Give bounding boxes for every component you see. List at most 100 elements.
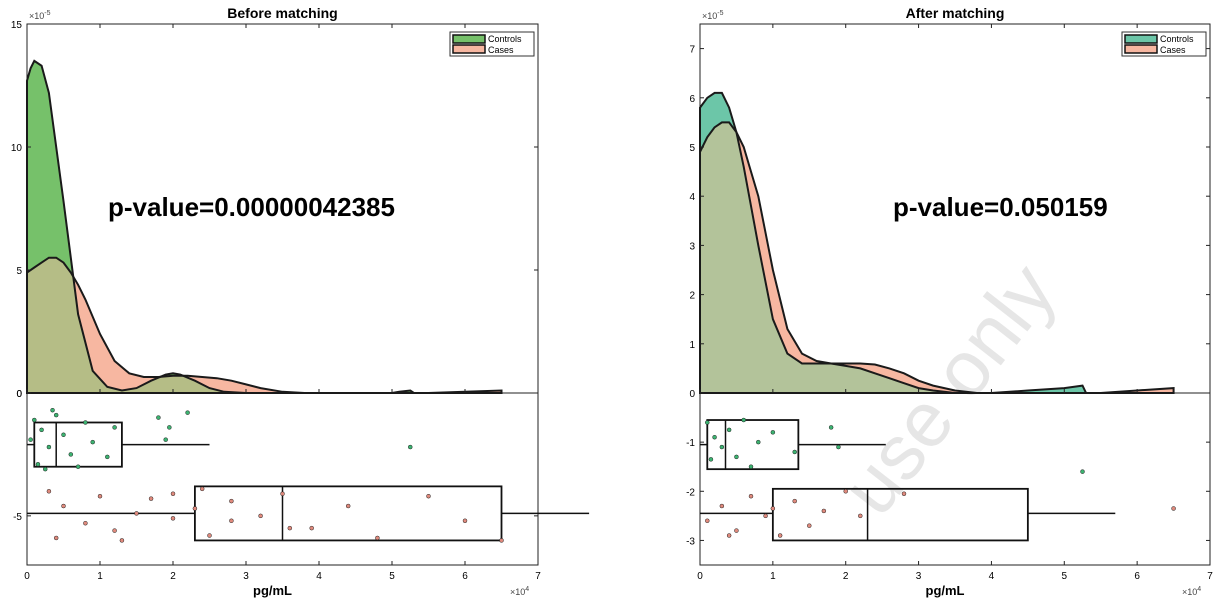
x-tick-label: 1 bbox=[97, 571, 103, 582]
box-controls bbox=[33, 421, 123, 468]
data-point-controls bbox=[105, 454, 110, 460]
x-tick-label: 5 bbox=[389, 571, 395, 582]
y-tick-label: 3 bbox=[689, 241, 695, 252]
y-tick-label: 5 bbox=[689, 143, 695, 154]
x-tick-label: 7 bbox=[1207, 571, 1213, 582]
data-point-cases bbox=[148, 496, 154, 501]
box-y-tick-label: -1 bbox=[686, 438, 695, 449]
x-axis-label: pg/mL bbox=[253, 583, 292, 598]
data-point-controls bbox=[46, 444, 52, 450]
legend-label-controls: Controls bbox=[1160, 34, 1194, 44]
density-line-controls bbox=[699, 91, 1174, 394]
data-point-cases bbox=[462, 518, 468, 524]
data-point-cases bbox=[280, 491, 285, 496]
data-point-controls bbox=[28, 437, 33, 442]
x-tick-label: 3 bbox=[916, 571, 922, 582]
y-exponent-power: -5 bbox=[44, 10, 50, 17]
box-controls bbox=[706, 419, 800, 471]
density-area-overlap bbox=[27, 257, 502, 393]
x-tick-label: 4 bbox=[316, 571, 322, 582]
data-point-cases bbox=[46, 489, 52, 494]
box-cases bbox=[771, 487, 1029, 542]
data-point-cases bbox=[901, 491, 907, 496]
box-y-tick-label: -5 bbox=[13, 512, 22, 523]
data-point-controls bbox=[792, 449, 797, 455]
data-point-controls bbox=[90, 439, 95, 445]
data-point-controls bbox=[61, 432, 66, 438]
data-point-cases bbox=[763, 513, 768, 519]
density-area-overlap bbox=[700, 122, 1174, 394]
data-point-cases bbox=[170, 516, 176, 521]
box-y-tick-label: 0 bbox=[16, 389, 22, 400]
data-point-cases bbox=[734, 528, 739, 533]
chart-title: After matching bbox=[906, 5, 1005, 21]
data-point-controls bbox=[408, 444, 413, 450]
data-point-cases bbox=[258, 513, 263, 519]
y-tick-label: 1 bbox=[689, 340, 695, 351]
density-line-controls bbox=[26, 59, 502, 394]
y-exponent-label: ×10-5 bbox=[702, 10, 724, 21]
data-point-controls bbox=[719, 444, 725, 450]
data-point-controls bbox=[705, 420, 710, 425]
data-point-cases bbox=[375, 535, 380, 541]
x-exponent-power: 4 bbox=[1197, 586, 1201, 593]
y-tick-label: 7 bbox=[689, 45, 695, 56]
data-point-controls bbox=[68, 452, 74, 457]
x-tick-label: 6 bbox=[462, 571, 468, 582]
data-point-controls bbox=[770, 430, 776, 435]
y-tick-label: 5 bbox=[16, 266, 22, 277]
data-point-controls bbox=[163, 437, 168, 442]
data-point-controls bbox=[39, 427, 44, 433]
data-point-cases bbox=[287, 525, 293, 531]
data-point-controls bbox=[828, 425, 834, 430]
box-y-tick-label: -3 bbox=[686, 536, 695, 547]
data-point-controls bbox=[748, 464, 754, 469]
x-tick-label: 7 bbox=[535, 571, 541, 582]
chart-panel-2: After matching 0 1 2 3 4 5 6 7 ×10-5 -1 -2 -3 0 1 2 3 4 5 6… bbox=[686, 5, 1213, 598]
data-point-cases bbox=[97, 493, 103, 499]
y-tick-label: 4 bbox=[689, 192, 695, 203]
data-point-cases bbox=[229, 518, 234, 524]
x-tick-label: 2 bbox=[843, 571, 849, 582]
data-point-cases bbox=[426, 493, 431, 499]
data-point-controls bbox=[756, 439, 761, 445]
y-tick-label: 0 bbox=[689, 389, 695, 400]
data-point-cases bbox=[170, 491, 176, 496]
data-point-controls bbox=[83, 420, 88, 425]
data-point-cases bbox=[1171, 506, 1176, 511]
x-tick-label: 5 bbox=[1062, 571, 1068, 582]
legend-swatch-cases bbox=[452, 44, 486, 54]
data-point-cases bbox=[345, 503, 351, 509]
chart-title: Before matching bbox=[227, 5, 337, 21]
data-point-controls bbox=[712, 434, 717, 440]
x-tick-label: 3 bbox=[243, 571, 249, 582]
data-point-controls bbox=[50, 407, 55, 413]
x-exponent-label: ×104 bbox=[510, 586, 529, 597]
x-tick-label: 2 bbox=[170, 571, 176, 582]
data-point-cases bbox=[748, 493, 754, 499]
y-tick-label: 15 bbox=[11, 20, 23, 31]
data-point-cases bbox=[119, 538, 125, 543]
data-point-controls bbox=[167, 425, 172, 430]
data-point-cases bbox=[199, 486, 205, 492]
data-point-cases bbox=[207, 533, 212, 538]
data-point-cases bbox=[134, 511, 139, 516]
data-point-controls bbox=[726, 427, 732, 433]
data-point-controls bbox=[734, 454, 739, 460]
data-point-cases bbox=[112, 528, 117, 533]
data-point-controls bbox=[836, 444, 841, 450]
x-tick-label: 1 bbox=[770, 571, 776, 582]
x-tick-label: 6 bbox=[1134, 571, 1140, 582]
legend-label-controls: Controls bbox=[488, 34, 522, 44]
data-point-cases bbox=[719, 503, 725, 509]
data-point-cases bbox=[705, 518, 710, 524]
data-point-controls bbox=[708, 457, 714, 462]
data-point-cases bbox=[858, 513, 863, 519]
data-point-controls bbox=[35, 462, 41, 467]
data-point-controls bbox=[43, 466, 48, 472]
y-exponent-power: -5 bbox=[717, 10, 723, 17]
y-tick-label: 6 bbox=[689, 94, 695, 105]
data-point-cases bbox=[821, 508, 827, 514]
y-exponent-label: ×10-5 bbox=[29, 10, 51, 21]
